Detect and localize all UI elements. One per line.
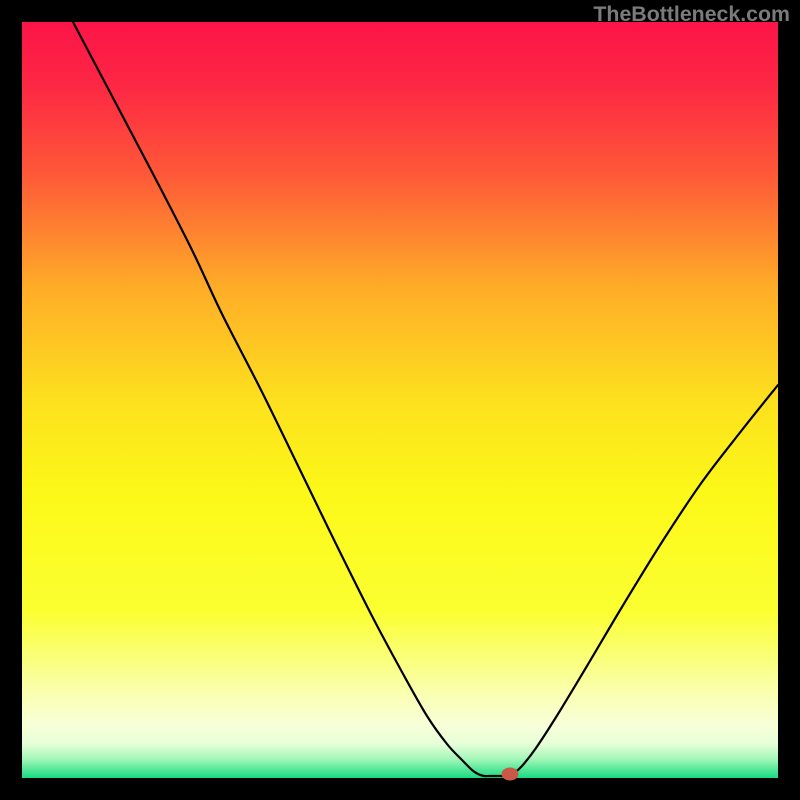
chart-frame: TheBottleneck.com — [0, 0, 800, 800]
plot-background — [22, 22, 778, 778]
chart-svg — [22, 22, 778, 778]
watermark-text: TheBottleneck.com — [593, 2, 790, 27]
bottleneck-curve — [73, 22, 778, 776]
plot-area — [22, 22, 778, 778]
optimum-marker — [502, 768, 519, 781]
